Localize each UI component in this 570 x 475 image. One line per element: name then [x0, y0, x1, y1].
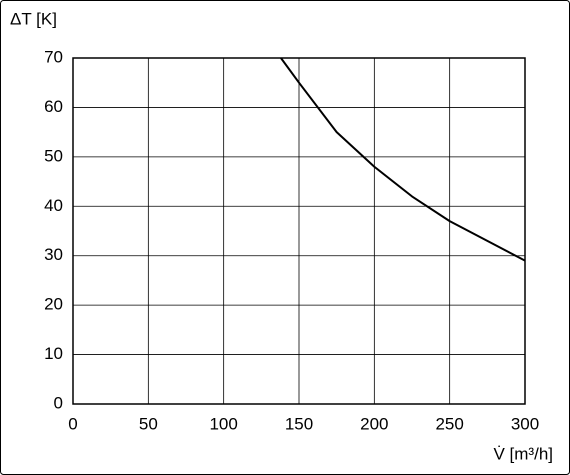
- x-tick-label: 0: [68, 414, 77, 433]
- x-tick-label: 50: [139, 414, 158, 433]
- x-tick-label: 150: [285, 414, 313, 433]
- y-tick-label: 60: [44, 97, 63, 116]
- y-tick-label: 50: [44, 146, 63, 165]
- x-tick-label: 100: [209, 414, 237, 433]
- y-tick-label: 0: [54, 393, 63, 412]
- x-axis-title: V̇ [m³/h]: [493, 444, 553, 463]
- y-tick-label: 40: [44, 196, 63, 215]
- x-tick-label: 300: [511, 414, 539, 433]
- x-tick-label: 200: [360, 414, 388, 433]
- y-tick-label: 20: [44, 295, 63, 314]
- y-tick-label: 30: [44, 245, 63, 264]
- y-tick-label: 70: [44, 47, 63, 66]
- plot-border: [72, 57, 526, 405]
- y-tick-label: 10: [44, 344, 63, 363]
- x-tick-label: 250: [435, 414, 463, 433]
- y-axis-title: ΔT [K]: [10, 9, 57, 28]
- curve: [280, 57, 526, 262]
